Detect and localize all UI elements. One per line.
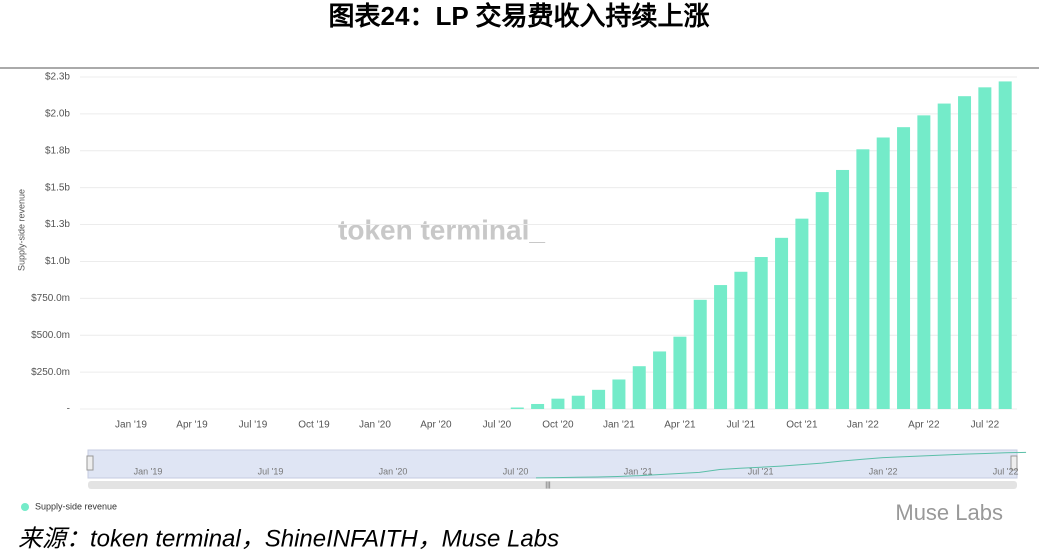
x-tick-label: Apr '21 [664, 420, 696, 431]
navigator-handle[interactable] [86, 455, 94, 471]
bar [551, 398, 565, 409]
bar [571, 395, 585, 409]
bar [937, 103, 951, 409]
bar [917, 115, 931, 409]
bar [836, 169, 850, 409]
bar [592, 389, 606, 409]
bar [653, 351, 667, 409]
bar [632, 366, 646, 409]
bar [754, 257, 768, 409]
navigator-label: Jul '20 [503, 466, 529, 476]
chart-title: 图表24：LP 交易费收入持续上涨 [329, 1, 710, 31]
navigator-label: Jul '22 [993, 466, 1019, 476]
legend-label[interactable]: Supply-side revenue [35, 501, 117, 511]
bar [978, 87, 992, 409]
bar [510, 407, 524, 409]
y-tick-label: $750.0m [31, 293, 70, 304]
navigator-label: Jan '20 [379, 466, 408, 476]
y-tick-label: $1.5b [45, 182, 70, 193]
bar [531, 403, 545, 409]
x-tick-label: Jul '20 [483, 420, 512, 431]
x-tick-label: Apr '19 [176, 420, 208, 431]
x-tick-label: Jul '22 [971, 420, 1000, 431]
bar [897, 127, 911, 410]
y-tick-label: $250.0m [31, 367, 70, 378]
bar [815, 192, 829, 409]
x-tick-label: Jul '21 [727, 420, 756, 431]
navigator-label: Jan '22 [869, 466, 898, 476]
navigator-handle[interactable] [1010, 455, 1018, 471]
bar [958, 96, 972, 409]
bar [775, 237, 789, 409]
scrollbar[interactable] [88, 481, 1017, 489]
navigator-label: Jan '21 [624, 466, 653, 476]
bar [673, 336, 687, 409]
y-tick-label: - [67, 404, 70, 415]
bar [876, 137, 890, 409]
x-tick-label: Oct '20 [542, 420, 574, 431]
x-tick-label: Jul '19 [239, 420, 268, 431]
y-tick-label: $2.3b [45, 72, 70, 83]
y-tick-label: $1.0b [45, 256, 70, 267]
y-tick-label: $2.0b [45, 109, 70, 120]
x-tick-label: Oct '19 [298, 420, 330, 431]
logo: Muse Labs [895, 500, 1003, 525]
navigator-label: Jan '19 [134, 466, 163, 476]
navigator-label: Jul '19 [258, 466, 284, 476]
x-tick-label: Oct '21 [786, 420, 818, 431]
bar [612, 379, 626, 409]
x-tick-label: Jan '19 [115, 420, 147, 431]
x-tick-label: Jan '20 [359, 420, 391, 431]
bar [795, 218, 809, 409]
x-tick-label: Jan '22 [847, 420, 879, 431]
y-tick-label: $1.3b [45, 219, 70, 230]
watermark: token terminal_ [338, 214, 545, 245]
scroll-grip[interactable]: ||| [545, 482, 551, 489]
y-tick-label: $1.8b [45, 145, 70, 156]
source: 来源：token terminal，ShineINFAITH，Muse Labs [18, 525, 559, 552]
y-tick-label: $500.0m [31, 330, 70, 341]
bar [693, 299, 707, 409]
navigator-line [535, 451, 1027, 479]
bar [734, 271, 748, 409]
legend-marker [21, 503, 29, 511]
navigator-label: Jul '21 [748, 466, 774, 476]
bar [998, 81, 1012, 409]
x-tick-label: Apr '20 [420, 420, 452, 431]
y-axis-label: Supply-side revenue [16, 189, 26, 271]
x-tick-label: Jan '21 [603, 420, 635, 431]
bar [714, 285, 728, 409]
x-tick-label: Apr '22 [908, 420, 940, 431]
bar [856, 149, 870, 409]
